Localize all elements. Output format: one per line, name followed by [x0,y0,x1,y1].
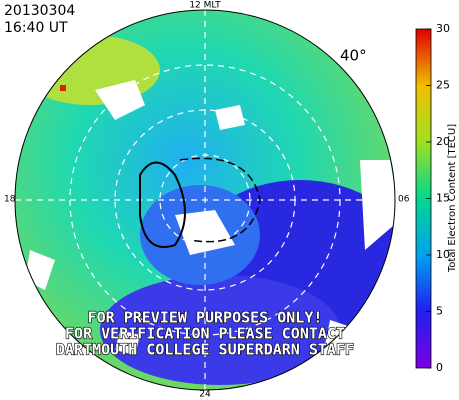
watermark: DARTMOUTH COLLEGE SUPERDARN STAFF [56,341,354,359]
convection-contour [179,157,261,243]
colorbar-tick-label: 30 [436,22,450,35]
latitude-rings [15,10,395,390]
time: 16:40 UT [4,20,68,36]
latitude-label: 40° [340,47,367,65]
polar-map [15,10,395,390]
colorbar-tick-label: 15 [436,192,450,205]
colorbar-tick-label: 25 [436,79,450,92]
label-top: 12 MLT [189,1,221,11]
low-tec-region [100,275,340,385]
high-tec-cell [60,85,66,91]
convection-contour [139,161,186,248]
label-right: 06 [398,195,410,205]
no-data-patch [25,80,395,355]
colorbar-tick-label: 10 [436,248,450,261]
map-border [14,9,396,391]
colorbar-tick-label: 5 [436,305,443,318]
date: 20130304 [4,3,75,19]
label-bottom: 24 [199,390,211,400]
watermark: FOR PREVIEW PURPOSES ONLY! [88,309,323,327]
colorbar-label: Total Electron Content [TECU] [447,124,458,273]
colorbar-tick-label: 0 [436,361,443,374]
watermark: FOR VERIFICATION PLEASE CONTACT [65,325,345,343]
colorbar-tick-label: 20 [436,135,450,148]
label-left: 18 [4,195,16,205]
